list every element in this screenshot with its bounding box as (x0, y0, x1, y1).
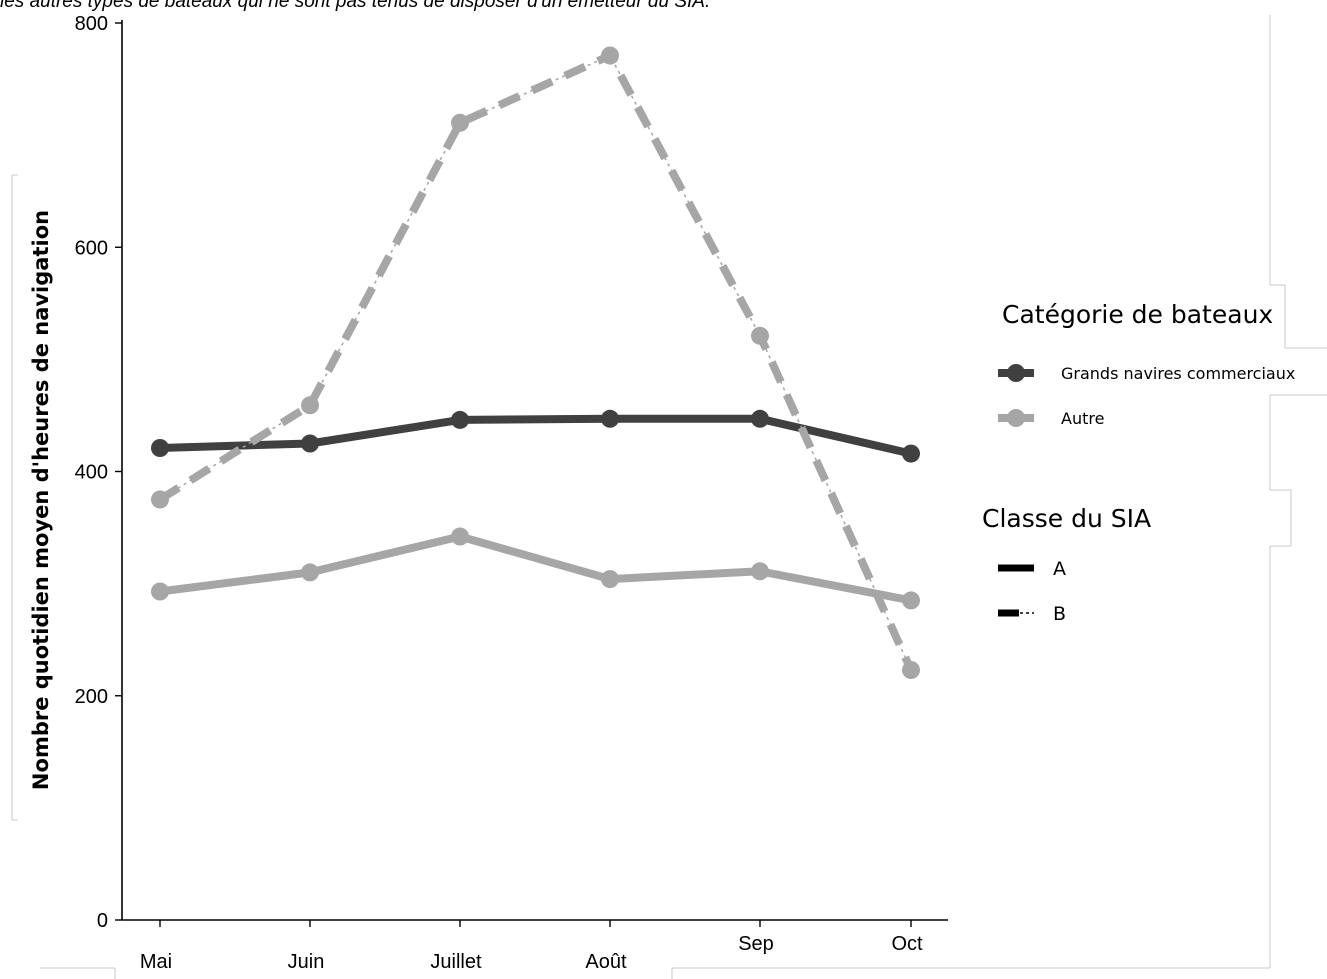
data-point (301, 396, 319, 415)
y-tick-label: 600 (75, 237, 108, 259)
data-point (451, 113, 469, 132)
y-tick-label: 800 (75, 13, 108, 35)
y-tick-label: 400 (75, 462, 108, 484)
legend-class-title: Classe du SIA (982, 504, 1151, 533)
x-tick-label: Oct (891, 933, 923, 955)
data-point (151, 439, 169, 457)
y-axis-label: Nombre quotidien moyen d'heures de navig… (29, 210, 53, 790)
data-point (301, 563, 319, 582)
legend-label-autre: Autre (1061, 409, 1104, 428)
data-point (751, 562, 769, 581)
data-point (151, 490, 169, 509)
data-point (751, 326, 769, 345)
data-point (601, 570, 619, 589)
data-point (601, 46, 619, 65)
data-point (902, 661, 920, 679)
series-line (159, 532, 912, 605)
x-ticks: Mai Juin Juillet Août Sep Oct (140, 920, 923, 973)
data-point (451, 410, 469, 429)
x-tick-label: Août (585, 951, 627, 973)
series-line (159, 414, 912, 458)
data-point (751, 409, 769, 428)
x-tick-label: Sep (738, 933, 774, 955)
series-layer (151, 46, 920, 679)
data-point (151, 582, 169, 601)
data-point (902, 591, 920, 610)
x-tick-label: Juin (288, 951, 325, 973)
y-tick-label: 0 (97, 910, 108, 932)
legend-category-title: Catégorie de bateaux (1002, 300, 1273, 329)
legend-item-grands-navires: Grands navires commerciaux (998, 364, 1295, 383)
legend-item-autre: Autre (998, 409, 1104, 428)
legend-label-grands-navires: Grands navires commerciaux (1061, 364, 1295, 383)
legend: Catégorie de bateaux Grands navires comm… (982, 300, 1295, 625)
series-line (157, 50, 915, 672)
series-0-a (151, 409, 920, 463)
y-ticks: 0 200 400 600 800 (75, 13, 122, 932)
series-2-b (151, 46, 920, 679)
axes (121, 20, 948, 921)
x-tick-label: Mai (140, 951, 172, 973)
series-1-a (151, 527, 920, 610)
legend-label-class-b: B (1053, 603, 1066, 625)
legend-label-class-a: A (1053, 558, 1066, 580)
data-point (451, 527, 469, 546)
chart-caption: les autres types de bateaux qui ne sont … (0, 0, 711, 12)
legend-item-class-b: B (998, 603, 1066, 625)
data-point (301, 434, 319, 453)
x-tick-label: Juillet (430, 951, 482, 973)
y-tick-label: 200 (75, 686, 108, 708)
data-point (902, 444, 920, 463)
page-border-lines (11, 15, 1327, 979)
data-point (601, 409, 619, 428)
legend-item-class-a: A (998, 558, 1066, 580)
